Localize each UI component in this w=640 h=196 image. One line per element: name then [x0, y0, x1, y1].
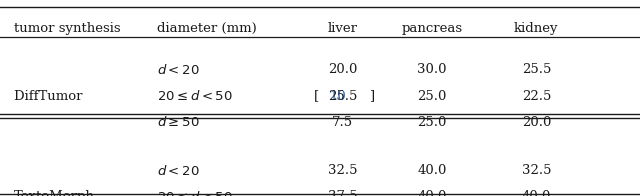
Text: 25.0: 25.0	[417, 90, 447, 103]
Text: DiffTumor: DiffTumor	[14, 90, 87, 103]
Text: 7.5: 7.5	[332, 116, 353, 129]
Text: 22.5: 22.5	[522, 90, 551, 103]
Text: 25.5: 25.5	[522, 63, 551, 76]
Text: 20.0: 20.0	[328, 63, 357, 76]
Text: $d \geq 50$: $d \geq 50$	[157, 115, 200, 130]
Text: kidney: kidney	[514, 22, 559, 35]
Text: liver: liver	[328, 22, 357, 35]
Text: diameter (mm): diameter (mm)	[157, 22, 257, 35]
Text: tumor synthesis: tumor synthesis	[14, 22, 121, 35]
Text: ]: ]	[369, 90, 374, 103]
Text: 30.0: 30.0	[417, 63, 447, 76]
Text: 32.5: 32.5	[328, 164, 357, 177]
Text: $20 \leq d < 50$: $20 \leq d < 50$	[157, 89, 232, 103]
Text: 10: 10	[330, 90, 347, 103]
Text: pancreas: pancreas	[401, 22, 463, 35]
Text: [: [	[314, 90, 319, 103]
Text: 40.0: 40.0	[417, 164, 447, 177]
Text: 32.5: 32.5	[522, 164, 551, 177]
Text: TextoMorph: TextoMorph	[14, 191, 95, 196]
Text: 20.0: 20.0	[522, 116, 551, 129]
Text: $d < 20$: $d < 20$	[157, 163, 200, 178]
Text: $d < 20$: $d < 20$	[157, 63, 200, 77]
Text: 25.5: 25.5	[328, 90, 357, 103]
Text: 40.0: 40.0	[522, 191, 551, 196]
Text: $20 \leq d < 50$: $20 \leq d < 50$	[157, 190, 232, 196]
Text: 37.5: 37.5	[328, 191, 357, 196]
Text: 40.0: 40.0	[417, 191, 447, 196]
Text: 25.0: 25.0	[417, 116, 447, 129]
